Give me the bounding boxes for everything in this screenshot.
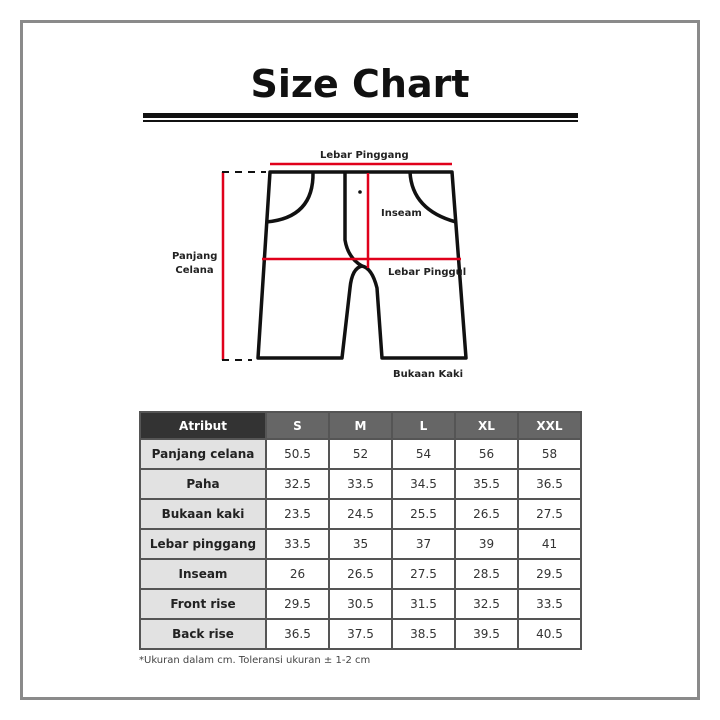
- row-attribute: Front rise: [139, 588, 267, 620]
- table-cell: 39: [454, 528, 519, 560]
- column-header: XXL: [517, 411, 582, 440]
- size-table: Atribut S M L XL XXL Panjang celana 50.5 52 54 56…: [139, 411, 582, 650]
- table-cell: 37: [391, 528, 456, 560]
- column-header: XL: [454, 411, 519, 440]
- table-cell: 26.5: [328, 558, 393, 590]
- table-row: Bukaan kaki 23.5 24.5 25.5 26.5 27.5: [139, 498, 582, 530]
- table-cell: 26: [265, 558, 330, 590]
- size-note: *Ukuran dalam cm. Toleransi ukuran ± 1-2…: [139, 655, 371, 666]
- inseam-label: Inseam: [381, 208, 422, 219]
- row-attribute: Inseam: [139, 558, 267, 590]
- table-cell: 40.5: [517, 618, 582, 650]
- right-pocket: [408, 171, 457, 224]
- table-cell: 54: [391, 438, 456, 470]
- outer-frame: [20, 20, 700, 700]
- table-cell: 28.5: [454, 558, 519, 590]
- table-cell: 24.5: [328, 498, 393, 530]
- table-cell: 56: [454, 438, 519, 470]
- length-label: Panjang Celana: [172, 251, 218, 276]
- table-cell: 29.5: [517, 558, 582, 590]
- table-cell: 35.5: [454, 468, 519, 500]
- row-attribute: Back rise: [139, 618, 267, 650]
- table-cell: 26.5: [454, 498, 519, 530]
- table-cell: 41: [517, 528, 582, 560]
- table-cell: 32.5: [454, 588, 519, 620]
- waist-label: Lebar Pinggang: [320, 150, 409, 161]
- left-pocket: [265, 171, 315, 224]
- row-attribute: Bukaan kaki: [139, 498, 267, 530]
- table-cell: 50.5: [265, 438, 330, 470]
- table-row: Lebar pinggang 33.5 35 37 39 41: [139, 528, 582, 560]
- table-row: Inseam 26 26.5 27.5 28.5 29.5: [139, 558, 582, 590]
- table-cell: 37.5: [328, 618, 393, 650]
- column-header: Atribut: [139, 411, 267, 440]
- table-cell: 36.5: [265, 618, 330, 650]
- table-cell: 34.5: [391, 468, 456, 500]
- row-attribute: Lebar pinggang: [139, 528, 267, 560]
- column-header: M: [328, 411, 393, 440]
- table-cell: 36.5: [517, 468, 582, 500]
- button-icon: [358, 190, 362, 194]
- table-row: Panjang celana 50.5 52 54 56 58: [139, 438, 582, 470]
- title-divider-thin: [143, 120, 578, 122]
- column-header: S: [265, 411, 330, 440]
- table-cell: 33.5: [517, 588, 582, 620]
- column-header: L: [391, 411, 456, 440]
- hip-label: Lebar Pinggul: [388, 267, 467, 278]
- row-attribute: Paha: [139, 468, 267, 500]
- row-attribute: Panjang celana: [139, 438, 267, 470]
- page-title: Size Chart: [250, 62, 470, 106]
- table-cell: 25.5: [391, 498, 456, 530]
- table-cell: 31.5: [391, 588, 456, 620]
- table-cell: 39.5: [454, 618, 519, 650]
- table-cell: 35: [328, 528, 393, 560]
- table-cell: 58: [517, 438, 582, 470]
- table-row: Paha 32.5 33.5 34.5 35.5 36.5: [139, 468, 582, 500]
- table-cell: 33.5: [265, 528, 330, 560]
- leg-opening-label: Bukaan Kaki: [393, 369, 464, 380]
- table-cell: 29.5: [265, 588, 330, 620]
- table-cell: 30.5: [328, 588, 393, 620]
- table-cell: 52: [328, 438, 393, 470]
- table-cell: 27.5: [391, 558, 456, 590]
- table-row: Front rise 29.5 30.5 31.5 32.5 33.5: [139, 588, 582, 620]
- table-cell: 27.5: [517, 498, 582, 530]
- shorts-outline: [256, 170, 468, 360]
- table-cell: 38.5: [391, 618, 456, 650]
- title-divider: [143, 113, 578, 118]
- table-cell: 32.5: [265, 468, 330, 500]
- table-cell: 23.5: [265, 498, 330, 530]
- table-cell: 33.5: [328, 468, 393, 500]
- table-row: Back rise 36.5 37.5 38.5 39.5 40.5: [139, 618, 582, 650]
- fly-line: [343, 172, 363, 268]
